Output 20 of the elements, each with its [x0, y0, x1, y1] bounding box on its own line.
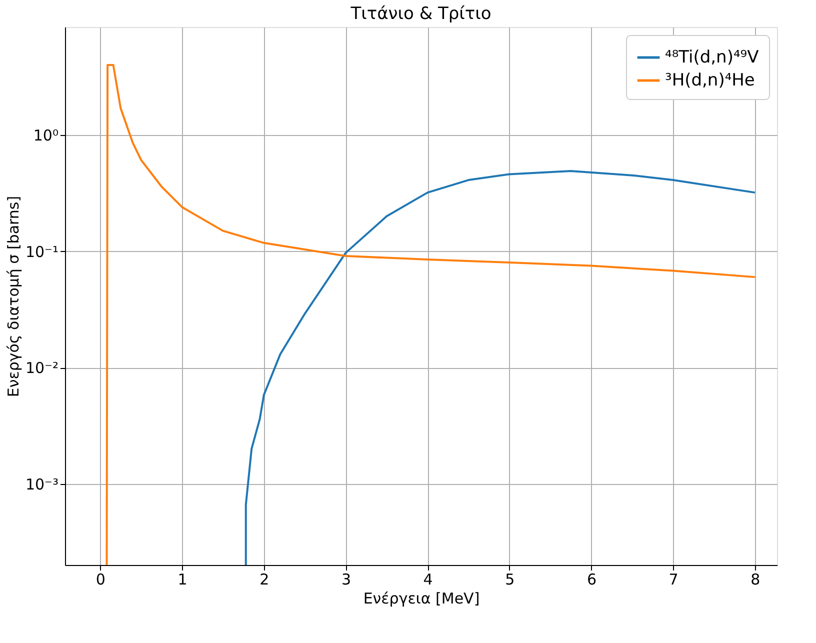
- x-axis-title: Ενέργεια [MeV]: [363, 590, 480, 608]
- line-series: [106, 64, 756, 565]
- legend-label: ⁴⁸Ti(d,n)⁴⁹V: [665, 48, 760, 68]
- x-tick-label: 5: [505, 570, 515, 588]
- x-tick-label: 6: [586, 570, 596, 588]
- y-axis-title: Ενεργός διατομή σ [barns]: [4, 196, 22, 398]
- x-tick-label: 3: [341, 570, 351, 588]
- y-tick-label: 10⁻³: [25, 475, 58, 494]
- x-tick-label: 8: [750, 570, 760, 588]
- y-tick-label: 10⁻¹: [25, 242, 58, 261]
- x-tick-label: 2: [260, 570, 270, 588]
- chart-title: Τιτάνιο & Τρίτιο: [350, 4, 492, 24]
- x-tick-label: 4: [423, 570, 433, 588]
- x-tick-label: 1: [178, 570, 188, 588]
- y-tick-label: 10⁰: [33, 126, 58, 145]
- line-series: [244, 170, 756, 565]
- legend-label: ³H(d,n)⁴He: [665, 70, 755, 90]
- y-tick-label: 10⁻²: [25, 359, 58, 378]
- x-tick-label: 7: [668, 570, 678, 588]
- x-tick-label: 0: [96, 570, 106, 588]
